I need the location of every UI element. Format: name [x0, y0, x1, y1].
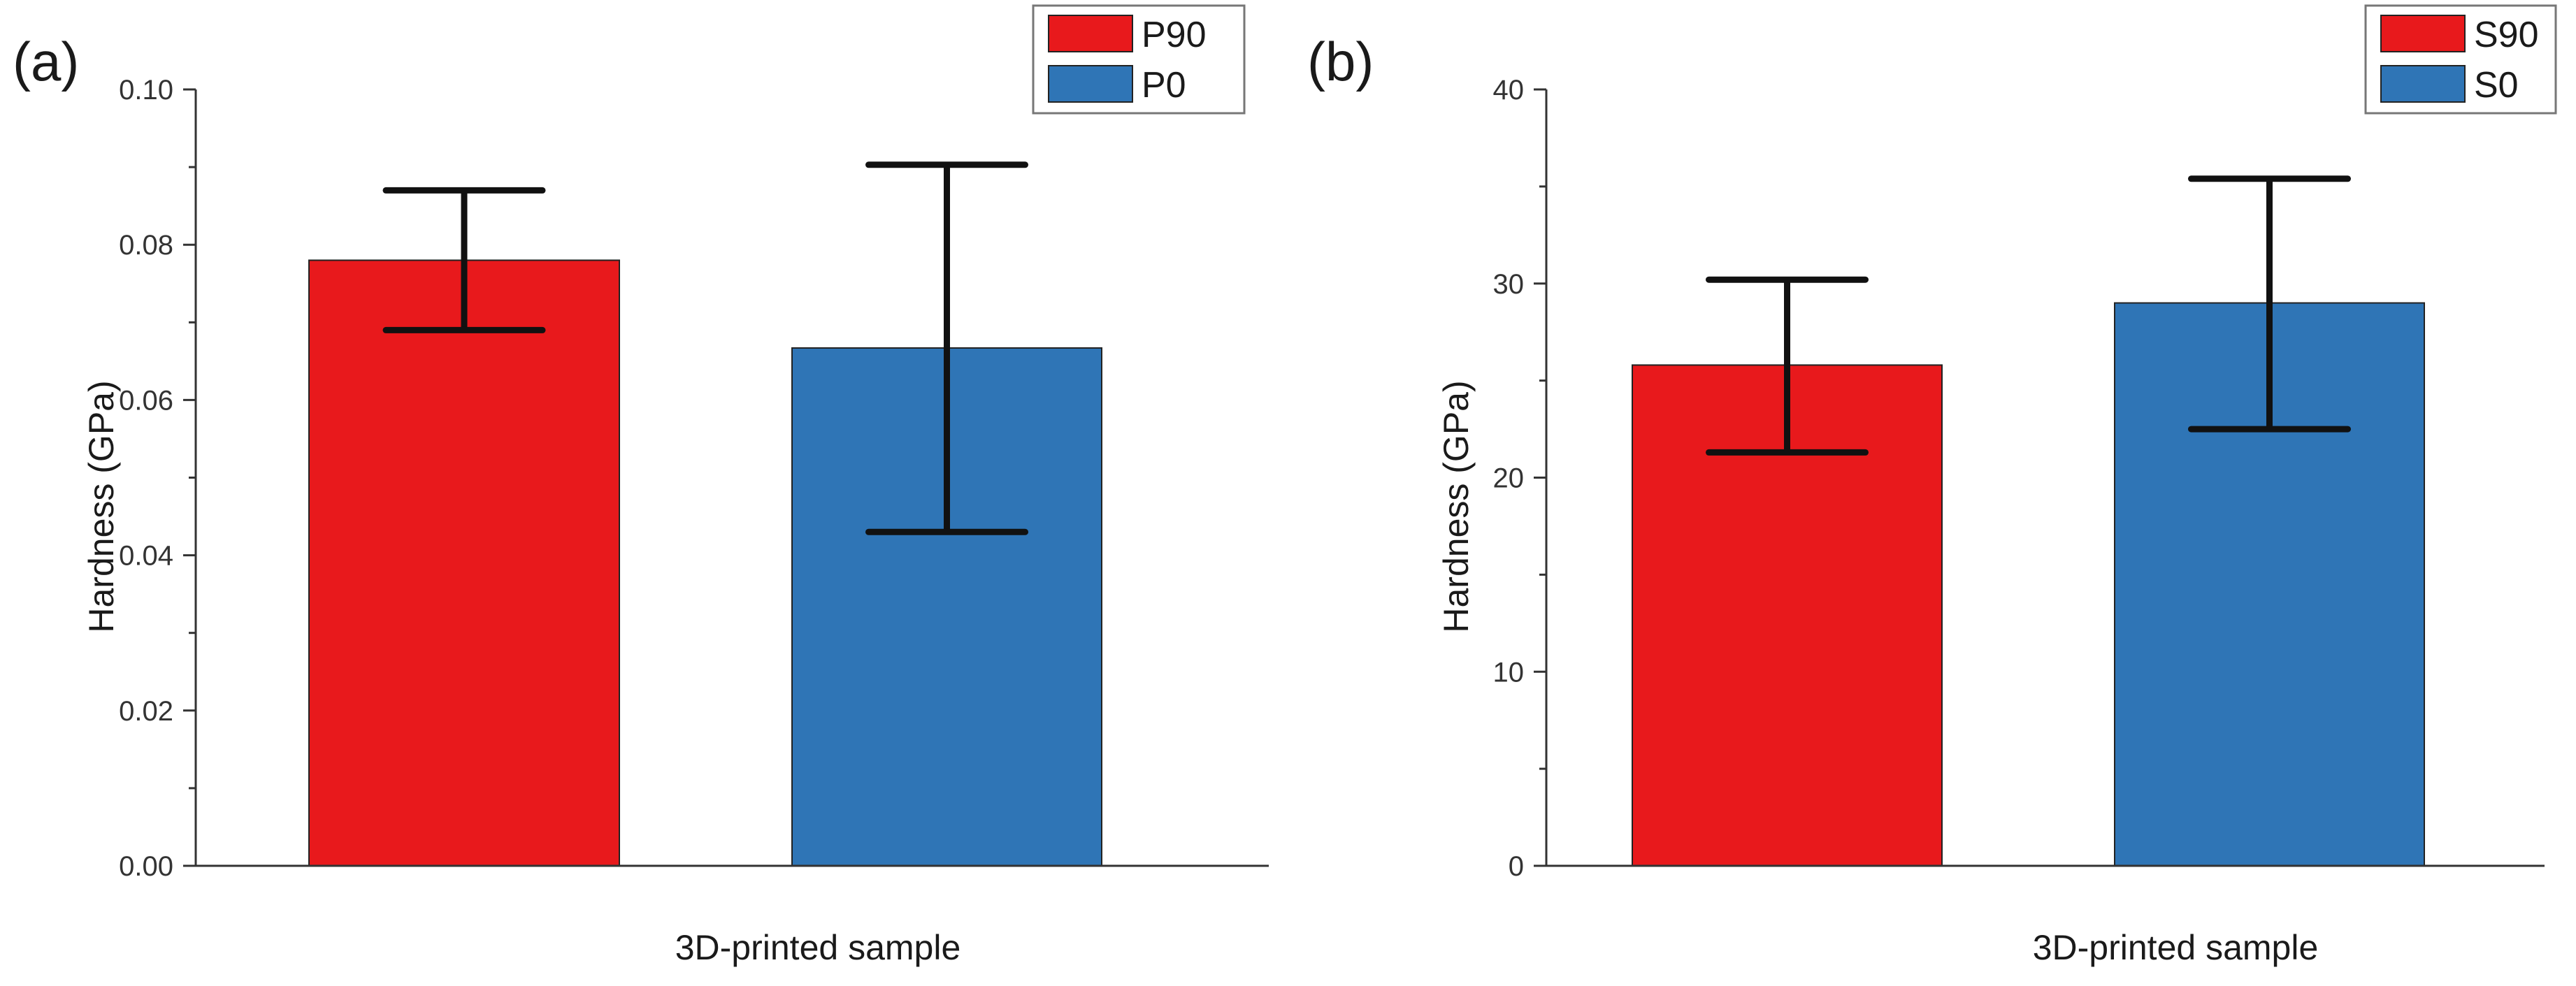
- panel-b-y-tick-label-0: 0: [1509, 851, 1524, 882]
- panel-a-legend-label-p0: P0: [1142, 65, 1186, 106]
- panel-b-y-axis-title: Hardness (GPa): [1437, 380, 1476, 632]
- panel-a-label: (a): [13, 31, 79, 92]
- panel-a-x-axis-title: 3D-printed sample: [675, 928, 961, 967]
- panel-b-error-bar-s90: [1706, 276, 1869, 456]
- panel-a-legend-swatch-p0: [1048, 65, 1133, 103]
- panel-a-y-tick-label-2: 0.04: [119, 541, 173, 572]
- panel-b-legend-swatch-s0: [2380, 65, 2466, 103]
- panel-b-legend-label-s0: S0: [2474, 65, 2519, 106]
- panel-a: (a) 3D-printed sample Hardness (GPa) 0.0…: [13, 4, 1269, 967]
- panel-b-y-tick-label-4: 40: [1493, 75, 1525, 106]
- panel-a-bar-p90: [308, 259, 620, 867]
- panel-b-y-tick-label-3: 30: [1493, 269, 1525, 300]
- panel-a-y-tick-label-0: 0.00: [119, 851, 173, 882]
- panel-b-label: (b): [1307, 31, 1374, 92]
- panel-b-x-axis-title: 3D-printed sample: [2033, 928, 2319, 967]
- panel-b-error-bar-s0: [2188, 175, 2351, 433]
- panel-a-error-bar-p0: [865, 161, 1028, 535]
- panel-a-y-axis-title: Hardness (GPa): [82, 380, 121, 632]
- panel-b-legend-swatch-s90: [2380, 15, 2466, 52]
- panel-a-y-tick-label-4: 0.08: [119, 230, 173, 261]
- panel-a-legend-swatch-p90: [1048, 15, 1133, 52]
- panel-a-legend-label-p90: P90: [1142, 15, 1207, 55]
- panel-b-y-tick-label-1: 10: [1493, 657, 1525, 688]
- panel-a-y-tick-label-3: 0.06: [119, 385, 173, 416]
- panel-b-y-tick-label-2: 20: [1493, 463, 1525, 494]
- panel-a-y-tick-label-1: 0.02: [119, 696, 173, 727]
- panel-a-y-tick-label-5: 0.10: [119, 75, 173, 106]
- panel-a-error-bar-p90: [382, 187, 546, 333]
- panel-b-legend-label-s90: S90: [2474, 15, 2539, 55]
- panel-b: (b) 3D-printed sample Hardness (GPa) 0 10…: [1307, 4, 2557, 967]
